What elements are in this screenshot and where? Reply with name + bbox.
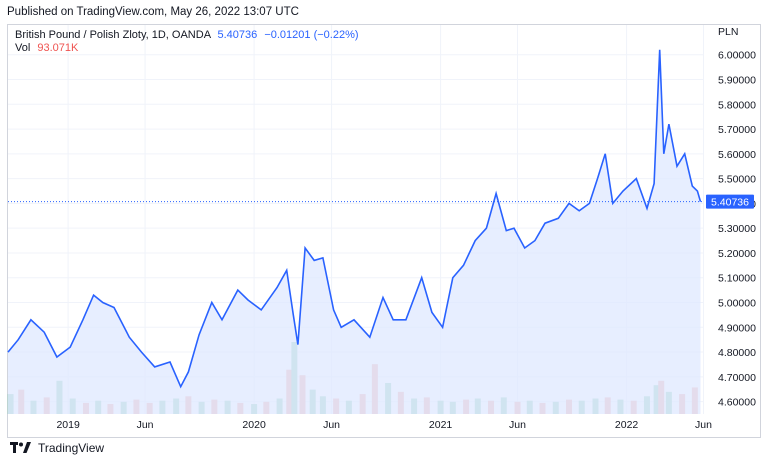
volume-value: 93.071K: [37, 42, 79, 54]
volume-label: Vol: [15, 42, 31, 54]
price-axis: 4.60000 4.70000 4.80000 4.90000 5.00000 5.100…: [718, 50, 756, 409]
last-price-label: 5.40736: [711, 197, 749, 209]
y-tick-label: 5.10000: [718, 273, 756, 285]
y-tick-label: 4.60000: [718, 397, 756, 409]
price-area: [8, 49, 701, 415]
brand-footer[interactable]: TradingView: [10, 441, 104, 455]
x-tick-label: 2020: [242, 419, 266, 431]
x-tick-label: 2019: [56, 419, 80, 431]
y-tick-label: 5.90000: [718, 75, 756, 87]
x-tick-label: Jun: [695, 419, 712, 431]
tradingview-logo-icon: [10, 442, 31, 453]
y-tick-label: 5.30000: [718, 223, 756, 235]
volume-legend[interactable]: Vol 93.071K: [15, 42, 78, 54]
published-caption: Published on TradingView.com, May 26, 20…: [7, 6, 299, 18]
y-tick-label: 5.80000: [718, 99, 756, 111]
y-tick-label: 5.70000: [718, 124, 756, 136]
chart-frame[interactable]: [7, 24, 761, 438]
time-axis: 2019 Jun 2020 Jun 2021 Jun 2022 Jun: [56, 419, 712, 431]
x-tick-label: Jun: [137, 419, 154, 431]
y-tick-label: 5.20000: [718, 248, 756, 260]
symbol-title: British Pound / Polish Zloty, 1D, OANDA: [15, 29, 211, 41]
y-tick-label: 5.50000: [718, 174, 756, 186]
x-tick-label: Jun: [323, 419, 340, 431]
currency-label: PLN: [718, 26, 738, 38]
last-price-badge: [706, 194, 754, 209]
price-line: [7, 49, 702, 389]
y-tick-label: 4.90000: [718, 322, 756, 334]
y-tick-label: 5.60000: [718, 149, 756, 161]
x-tick-label: 2021: [429, 419, 453, 431]
brand-name: TradingView: [38, 441, 105, 455]
y-tick-label: 5.00000: [718, 298, 756, 310]
symbol-legend[interactable]: British Pound / Polish Zloty, 1D, OANDA …: [15, 29, 359, 42]
legend-price: 5.40736: [217, 29, 258, 41]
y-tick-label: 4.70000: [718, 372, 756, 384]
legend-change: −0.01201 (−0.22%): [264, 29, 359, 41]
x-tick-label: Jun: [509, 419, 526, 431]
y-tick-label: 6.00000: [718, 50, 756, 62]
x-tick-label: 2022: [615, 419, 639, 431]
y-tick-label: 4.80000: [718, 347, 756, 359]
